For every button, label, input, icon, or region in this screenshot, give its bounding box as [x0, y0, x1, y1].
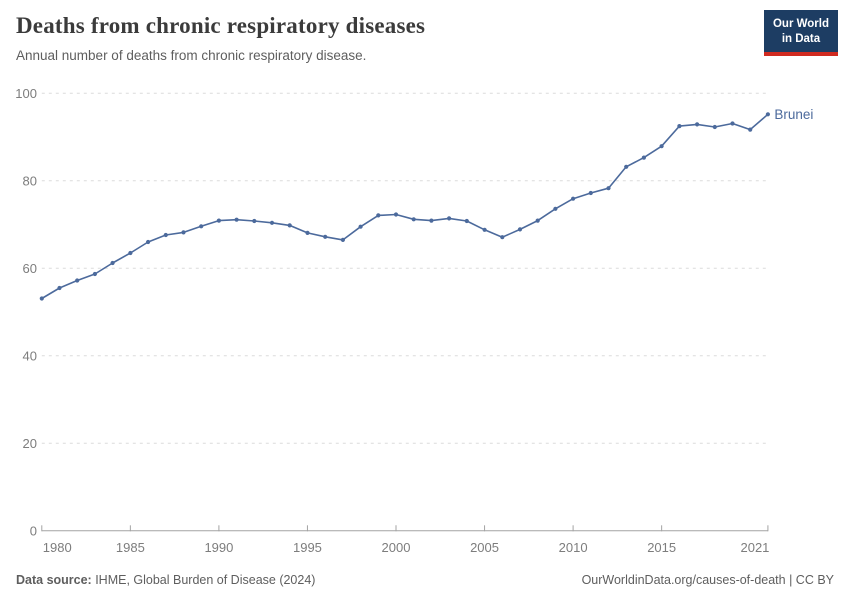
data-point[interactable]	[128, 250, 133, 256]
data-point[interactable]	[535, 218, 540, 223]
data-source-text: IHME, Global Burden of Disease (2024)	[91, 573, 316, 587]
data-point[interactable]	[234, 217, 239, 222]
owid-logo: Our World in Data	[763, 10, 838, 56]
x-tick-label: 2021	[740, 540, 769, 555]
data-point[interactable]	[447, 216, 452, 221]
data-point[interactable]	[181, 230, 186, 235]
data-point[interactable]	[606, 186, 611, 191]
data-point[interactable]	[216, 218, 221, 223]
data-point[interactable]	[730, 121, 735, 126]
series-line-brunei[interactable]	[40, 113, 769, 300]
data-point[interactable]	[269, 220, 275, 225]
data-point[interactable]	[429, 218, 434, 223]
data-point[interactable]	[199, 224, 204, 229]
data-point[interactable]	[393, 212, 399, 217]
data-point[interactable]	[163, 232, 168, 238]
data-point[interactable]	[252, 218, 257, 224]
series-label-brunei[interactable]: Brunei	[774, 107, 813, 122]
data-point[interactable]	[641, 155, 647, 160]
y-tick-label: 0	[30, 523, 37, 538]
data-source-label: Data source:	[16, 573, 92, 587]
data-point[interactable]	[464, 218, 469, 224]
data-point[interactable]	[677, 124, 682, 129]
data-point[interactable]	[482, 227, 487, 232]
data-point[interactable]	[588, 190, 593, 196]
data-point[interactable]	[376, 213, 381, 218]
data-point[interactable]	[765, 112, 771, 117]
data-point[interactable]	[75, 278, 80, 283]
y-tick-label: 80	[23, 173, 37, 188]
data-point[interactable]	[748, 127, 753, 132]
data-point[interactable]	[624, 164, 629, 169]
data-point[interactable]	[411, 217, 416, 222]
owid-logo-line2: in Data	[781, 32, 821, 45]
data-point[interactable]	[553, 206, 558, 211]
y-tick-label: 40	[23, 348, 37, 363]
data-point[interactable]	[110, 260, 115, 266]
y-tick-label: 100	[15, 86, 37, 101]
data-source-note: Data source: IHME, Global Burden of Dise…	[16, 573, 315, 587]
data-point[interactable]	[517, 227, 523, 232]
data-point[interactable]	[358, 224, 363, 229]
chart-footer: Data source: IHME, Global Burden of Dise…	[16, 573, 834, 587]
data-point[interactable]	[571, 196, 576, 201]
x-tick-label: 2005	[470, 540, 499, 555]
page-title: Deaths from chronic respiratory diseases	[16, 13, 426, 38]
x-tick-label: 1980	[43, 540, 72, 555]
x-tick-label: 2010	[559, 540, 588, 555]
data-point[interactable]	[712, 124, 717, 130]
data-point[interactable]	[340, 237, 345, 242]
data-point[interactable]	[287, 223, 292, 228]
x-tick-label: 1985	[116, 540, 145, 555]
y-tick-label: 20	[23, 436, 37, 451]
owid-logo-line1: Our World	[772, 18, 829, 30]
data-point[interactable]	[323, 234, 328, 239]
x-tick-label: 1990	[204, 540, 233, 555]
chart-subtitle: Annual number of deaths from chronic res…	[16, 47, 367, 63]
x-tick-label: 2015	[647, 540, 676, 555]
data-point[interactable]	[500, 235, 505, 240]
data-point[interactable]	[39, 296, 44, 301]
x-tick-label: 1995	[293, 540, 322, 555]
chart-header: Deaths from chronic respiratory diseases…	[16, 12, 750, 64]
data-point[interactable]	[57, 285, 62, 291]
data-point[interactable]	[146, 239, 151, 245]
y-tick-label: 60	[23, 261, 37, 276]
x-tick-label: 2000	[382, 540, 411, 555]
data-point[interactable]	[305, 230, 310, 235]
license-credit: OurWorldinData.org/causes-of-death | CC …	[581, 573, 834, 587]
data-point[interactable]	[92, 271, 97, 277]
data-point[interactable]	[659, 144, 664, 149]
data-point[interactable]	[695, 122, 700, 127]
